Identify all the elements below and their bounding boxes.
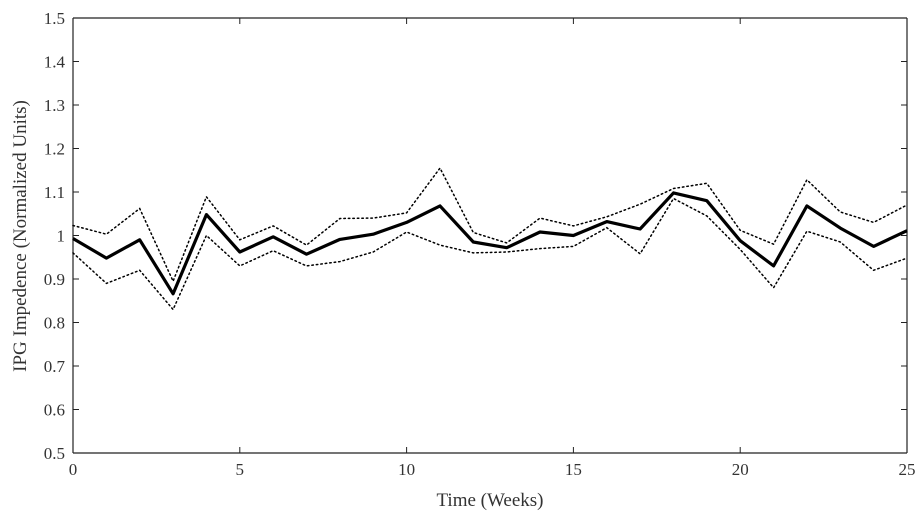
- x-tick-label: 15: [565, 460, 582, 479]
- y-tick-label: 1: [57, 227, 66, 246]
- y-tick-label: 1.5: [44, 9, 65, 28]
- y-tick-label: 1.4: [44, 53, 66, 72]
- x-tick-label: 0: [69, 460, 78, 479]
- mean-series-line: [72, 191, 908, 296]
- x-tick-label: 5: [236, 460, 245, 479]
- y-axis-title: IPG Impedence (Normalized Units): [10, 100, 31, 372]
- upper-bound-line: [72, 166, 908, 284]
- y-tick-label: 1.3: [44, 96, 65, 115]
- y-tick-label: 0.5: [44, 444, 65, 463]
- x-tick-label: 20: [732, 460, 749, 479]
- x-tick-label: 25: [899, 460, 916, 479]
- x-axis: 0 5 10 15 20 25: [69, 18, 916, 479]
- plot-area: [72, 17, 908, 454]
- x-axis-title: Time (Weeks): [436, 490, 543, 511]
- y-tick-label: 1.1: [44, 183, 65, 202]
- y-tick-label: 0.6: [44, 401, 65, 420]
- y-axis: 0.5 0.6 0.7 0.8 0.9 1 1.1 1.2 1.3 1.4 1.5: [44, 9, 907, 463]
- y-tick-label: 0.8: [44, 314, 65, 333]
- y-tick-label: 1.2: [44, 140, 65, 159]
- lower-bound-line: [72, 197, 908, 311]
- y-tick-label: 0.7: [44, 357, 66, 376]
- y-tick-label: 0.9: [44, 270, 65, 289]
- x-tick-label: 10: [398, 460, 415, 479]
